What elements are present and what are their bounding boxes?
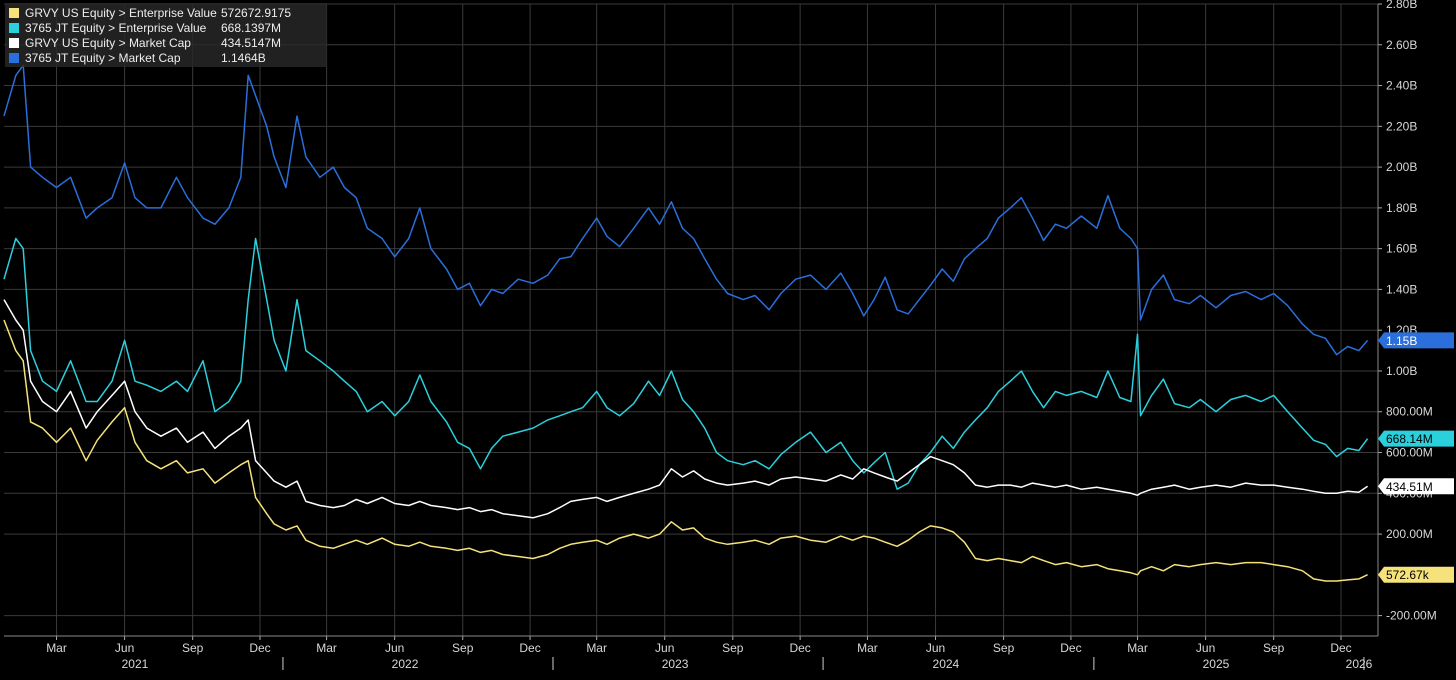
x-year-label: 2022	[392, 657, 419, 671]
last-value-tag	[1378, 478, 1454, 495]
last-value-tag	[1378, 566, 1454, 583]
x-month-label: Sep	[993, 641, 1015, 655]
x-month-label: Dec	[519, 641, 540, 655]
last-value-label: 1.15B	[1386, 334, 1417, 348]
x-year-label: 2021	[122, 657, 149, 671]
legend-series-value: 434.5147M	[221, 35, 282, 50]
x-month-label: Jun	[1196, 641, 1215, 655]
legend-item[interactable]: GRVY US Equity > Enterprise Value 572672…	[5, 5, 327, 20]
y-tick-label: 1.00B	[1386, 364, 1417, 378]
legend-series-value: 668.1397M	[221, 20, 282, 35]
last-value-tag	[1378, 332, 1454, 349]
x-year-label: 2025	[1203, 657, 1230, 671]
x-month-label: Dec	[789, 641, 810, 655]
series-line	[3, 64, 1369, 356]
x-month-label: Dec	[1330, 641, 1351, 655]
x-month-label: Mar	[1127, 641, 1148, 655]
legend-series-name: GRVY US Equity > Market Cap	[25, 35, 191, 50]
series-line	[3, 299, 1369, 519]
y-tick-label: 600.00M	[1386, 446, 1433, 460]
x-month-label: Dec	[1060, 641, 1081, 655]
legend-series-name: 3765 JT Equity > Enterprise Value	[25, 20, 207, 35]
series-lines	[3, 64, 1369, 582]
x-month-label: Sep	[452, 641, 474, 655]
x-month-label: Dec	[249, 641, 270, 655]
last-value-labels: 1.15B 668.14M 434.51M 572.67k	[1378, 332, 1454, 583]
legend-series-value: 572672.9175	[221, 5, 292, 20]
y-tick-label: -200.00M	[1386, 609, 1437, 623]
y-tick-label: 2.20B	[1386, 119, 1417, 133]
x-year-label: 2024	[933, 657, 960, 671]
grid-lines	[4, 3, 1378, 636]
x-month-label: Mar	[586, 641, 607, 655]
legend: GRVY US Equity > Enterprise Value 572672…	[5, 3, 327, 67]
last-value-label: 668.14M	[1386, 432, 1433, 446]
x-month-label: Sep	[722, 641, 744, 655]
y-tick-label: 1.60B	[1386, 242, 1417, 256]
x-year-label: 2026	[1346, 657, 1373, 671]
x-month-label: Sep	[1263, 641, 1285, 655]
y-tick-label: 800.00M	[1386, 405, 1433, 419]
legend-series-value: 1.1464B	[221, 50, 266, 65]
legend-series-name: 3765 JT Equity > Market Cap	[25, 50, 181, 65]
series-line	[3, 237, 1369, 490]
x-month-label: Mar	[316, 641, 337, 655]
x-month-label: Jun	[926, 641, 945, 655]
last-value-tag	[1378, 430, 1454, 447]
legend-item[interactable]: GRVY US Equity > Market Cap 434.5147M	[5, 35, 327, 50]
y-tick-label: 200.00M	[1386, 527, 1433, 541]
x-month-label: Mar	[857, 641, 878, 655]
axes: 2.80B 2.60B 2.40B 2.20B 2.00B 1.80B 1.60B 1.40B…	[4, 0, 1437, 671]
x-year-label: 2023	[662, 657, 689, 671]
x-month-label: Mar	[46, 641, 67, 655]
y-tick-label: 2.60B	[1386, 38, 1417, 52]
y-tick-label: 1.40B	[1386, 282, 1417, 296]
legend-series-name: GRVY US Equity > Enterprise Value	[25, 5, 217, 20]
y-tick-label: 1.80B	[1386, 201, 1417, 215]
x-month-label: Jun	[655, 641, 674, 655]
x-month-label: Sep	[182, 641, 204, 655]
legend-swatch	[9, 37, 19, 48]
legend-item[interactable]: 3765 JT Equity > Enterprise Value 668.13…	[5, 20, 327, 35]
last-value-label: 572.67k	[1386, 568, 1430, 582]
y-tick-label: 2.00B	[1386, 160, 1417, 174]
legend-swatch	[9, 52, 19, 63]
x-month-label: Jun	[385, 641, 404, 655]
last-value-label: 434.51M	[1386, 480, 1433, 494]
legend-item[interactable]: 3765 JT Equity > Market Cap 1.1464B	[5, 50, 327, 65]
x-month-label: Jun	[115, 641, 134, 655]
legend-swatch	[9, 22, 19, 33]
series-line	[3, 319, 1368, 582]
legend-swatch	[9, 7, 19, 18]
y-tick-label: 2.80B	[1386, 0, 1417, 11]
y-tick-label: 2.40B	[1386, 79, 1417, 93]
